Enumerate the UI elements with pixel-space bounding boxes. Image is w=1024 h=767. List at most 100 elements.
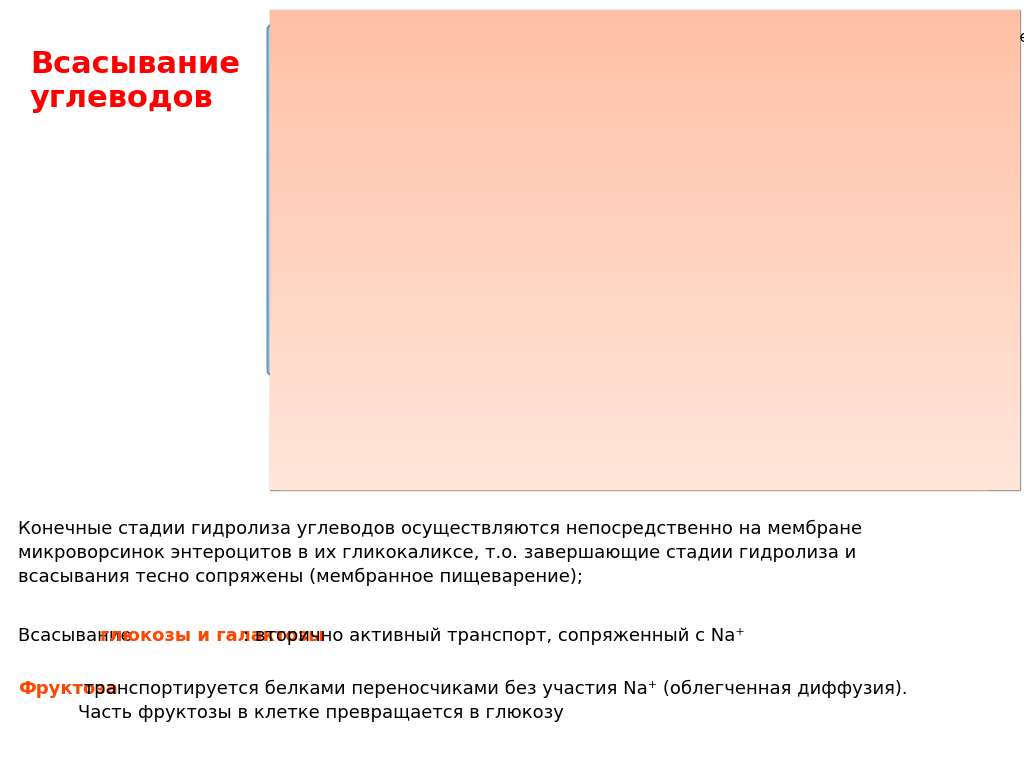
FancyArrowPatch shape	[713, 327, 742, 360]
Bar	[270, 341, 1020, 346]
Bar	[270, 106, 1020, 110]
Bar	[270, 163, 1020, 169]
Bar	[270, 486, 1020, 490]
FancyBboxPatch shape	[270, 10, 1020, 490]
Bar	[270, 394, 1020, 399]
Bar	[270, 144, 1020, 154]
Bar	[270, 255, 1020, 259]
Bar	[270, 308, 1020, 312]
Bar	[270, 303, 1020, 308]
Text: Capillary: Capillary	[587, 427, 653, 443]
Polygon shape	[569, 218, 591, 242]
Bar	[270, 202, 1020, 207]
Bar	[0, 500, 1024, 767]
Bar	[270, 135, 1020, 144]
FancyBboxPatch shape	[708, 25, 812, 375]
Circle shape	[527, 292, 553, 318]
Bar	[270, 173, 1020, 183]
Bar	[270, 235, 1020, 240]
FancyArrowPatch shape	[594, 103, 604, 160]
Text: Fructose: Fructose	[965, 31, 1024, 45]
Bar	[270, 471, 1020, 476]
Bar	[270, 480, 1020, 490]
Bar	[270, 442, 1020, 452]
Bar	[270, 207, 1020, 212]
Bar	[270, 97, 1020, 106]
Bar	[270, 337, 1020, 341]
Text: Glucose or
galactose: Glucose or galactose	[780, 21, 862, 54]
Bar	[270, 389, 1020, 394]
Bar	[270, 298, 1020, 303]
Bar	[270, 231, 1020, 235]
Bar	[270, 163, 1020, 173]
Text: Конечные стадии гидролиза углеводов осуществляются непосредственно на мембране
м: Конечные стадии гидролиза углеводов осущ…	[18, 520, 862, 586]
Bar	[270, 456, 1020, 461]
Text: Na⁺: Na⁺	[516, 193, 545, 208]
Bar	[270, 15, 1020, 20]
FancyArrowPatch shape	[678, 402, 688, 411]
Bar	[270, 39, 1020, 44]
Bar	[270, 375, 1020, 384]
Polygon shape	[668, 372, 692, 396]
Bar	[270, 403, 1020, 413]
Bar	[270, 278, 1020, 284]
Bar	[270, 461, 1020, 466]
Bar	[270, 452, 1020, 456]
Polygon shape	[613, 347, 636, 373]
Bar	[270, 72, 1020, 77]
Circle shape	[748, 68, 772, 92]
Bar	[270, 216, 1020, 221]
Bar	[270, 240, 1020, 245]
Bar	[270, 106, 1020, 116]
Bar	[270, 178, 1020, 183]
Bar	[270, 140, 1020, 144]
Bar	[270, 91, 1020, 97]
FancyArrowPatch shape	[759, 202, 788, 275]
Text: Lumen of
intestine: Lumen of intestine	[311, 110, 389, 149]
Bar	[270, 188, 1020, 193]
FancyArrowPatch shape	[586, 252, 614, 335]
Bar	[270, 226, 1020, 231]
Bar	[270, 293, 1020, 298]
Ellipse shape	[510, 383, 730, 478]
Circle shape	[545, 48, 569, 72]
Bar	[270, 125, 1020, 135]
Polygon shape	[809, 78, 831, 100]
Polygon shape	[652, 412, 677, 436]
Bar	[270, 480, 1020, 486]
Bar	[270, 67, 1020, 72]
FancyArrowPatch shape	[624, 377, 631, 395]
Bar	[270, 380, 1020, 384]
Bar	[270, 53, 1020, 58]
Bar	[270, 197, 1020, 202]
Bar	[270, 202, 1020, 212]
Bar	[270, 327, 1020, 337]
Bar	[270, 10, 1020, 20]
Bar	[270, 245, 1020, 250]
Bar	[270, 150, 1020, 154]
Text: : вторично активный транспорт, сопряженный с Na⁺: : вторично активный транспорт, сопряженн…	[243, 627, 744, 645]
Bar	[270, 408, 1020, 413]
Bar	[270, 442, 1020, 447]
Bar	[270, 298, 1020, 308]
Polygon shape	[595, 73, 615, 97]
Bar	[270, 44, 1020, 48]
Bar	[270, 221, 1020, 231]
Bar	[270, 259, 1020, 265]
Bar	[270, 346, 1020, 351]
Bar	[270, 29, 1020, 34]
Bar	[270, 67, 1020, 77]
Bar	[270, 58, 1020, 63]
Bar	[270, 193, 1020, 197]
Bar	[270, 116, 1020, 120]
Bar	[270, 269, 1020, 274]
FancyArrowPatch shape	[616, 453, 624, 474]
Bar	[270, 173, 1020, 178]
Bar	[270, 418, 1020, 423]
Bar	[270, 403, 1020, 408]
Bar	[270, 48, 1020, 58]
Bar	[270, 221, 1020, 226]
Bar	[270, 20, 1020, 25]
Bar	[270, 259, 1020, 269]
Bar	[270, 437, 1020, 442]
